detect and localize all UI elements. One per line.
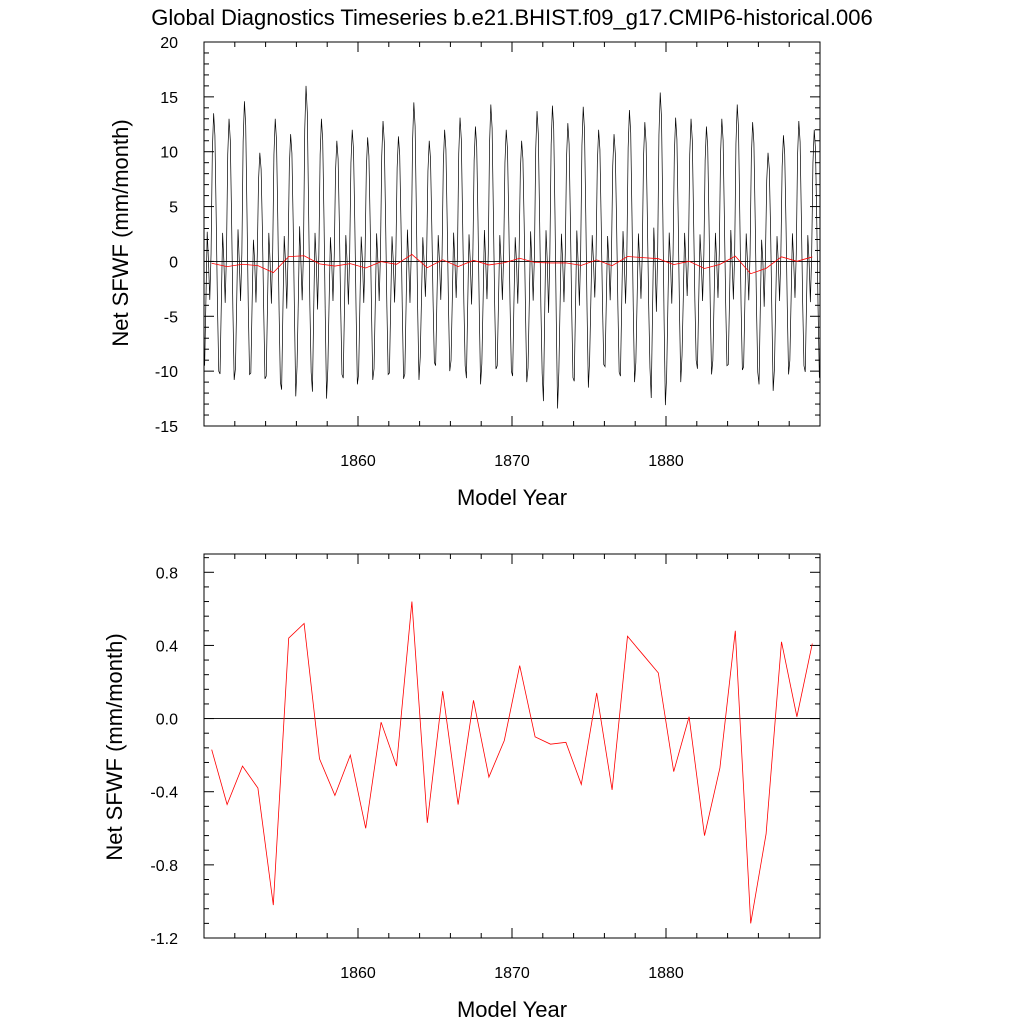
bottom-y-tick-label: 0.4 <box>156 638 178 655</box>
bottom-y-axis-label: Net SFWF (mm/month) <box>102 633 127 860</box>
top-y-tick-label: 5 <box>169 200 178 217</box>
top-y-tick-label: 15 <box>160 90 178 107</box>
bottom-x-tick-label: 1880 <box>648 965 684 982</box>
top-y-tick-label: 10 <box>160 145 178 162</box>
top-y-tick-label: 0 <box>169 254 178 271</box>
bottom-y-tick-label: 0.0 <box>156 712 178 729</box>
top-y-tick-label: 20 <box>160 35 178 52</box>
bottom-x-axis-label: Model Year <box>457 997 567 1022</box>
bottom-y-tick-label: 0.8 <box>156 565 178 582</box>
top-plot-frame <box>203 41 821 427</box>
bottom-x-tick-label: 1860 <box>340 965 376 982</box>
top-y-axis-label: Net SFWF (mm/month) <box>108 119 133 346</box>
top-monthly-series-line <box>204 85 820 409</box>
top-annual-mean-series-line <box>211 253 813 275</box>
top-y-tick-label: -15 <box>155 419 178 436</box>
bottom-panel: Net SFWF (mm/month) Model Year -1.2 -0.8 -… <box>102 553 821 1022</box>
top-x-tick-label: 1870 <box>494 453 530 470</box>
top-y-tick-label: -10 <box>155 364 178 381</box>
top-x-tick-label: 1860 <box>340 453 376 470</box>
bottom-y-tick-label: -0.4 <box>150 785 178 802</box>
top-x-axis-label: Model Year <box>457 485 567 510</box>
bottom-y-tick-label: -1.2 <box>150 931 178 948</box>
top-y-tick-label: -5 <box>164 309 178 326</box>
bottom-plot-frame <box>203 553 821 939</box>
bottom-x-tick-label: 1870 <box>494 965 530 982</box>
bottom-annual-mean-series-line <box>211 601 813 924</box>
top-x-tick-label: 1880 <box>648 453 684 470</box>
bottom-y-tick-label: -0.8 <box>150 858 178 875</box>
figure-title: Global Diagnostics Timeseries b.e21.BHIS… <box>151 5 872 30</box>
top-panel: Net SFWF (mm/month) Model Year -15 -10 -5 0… <box>108 35 821 510</box>
